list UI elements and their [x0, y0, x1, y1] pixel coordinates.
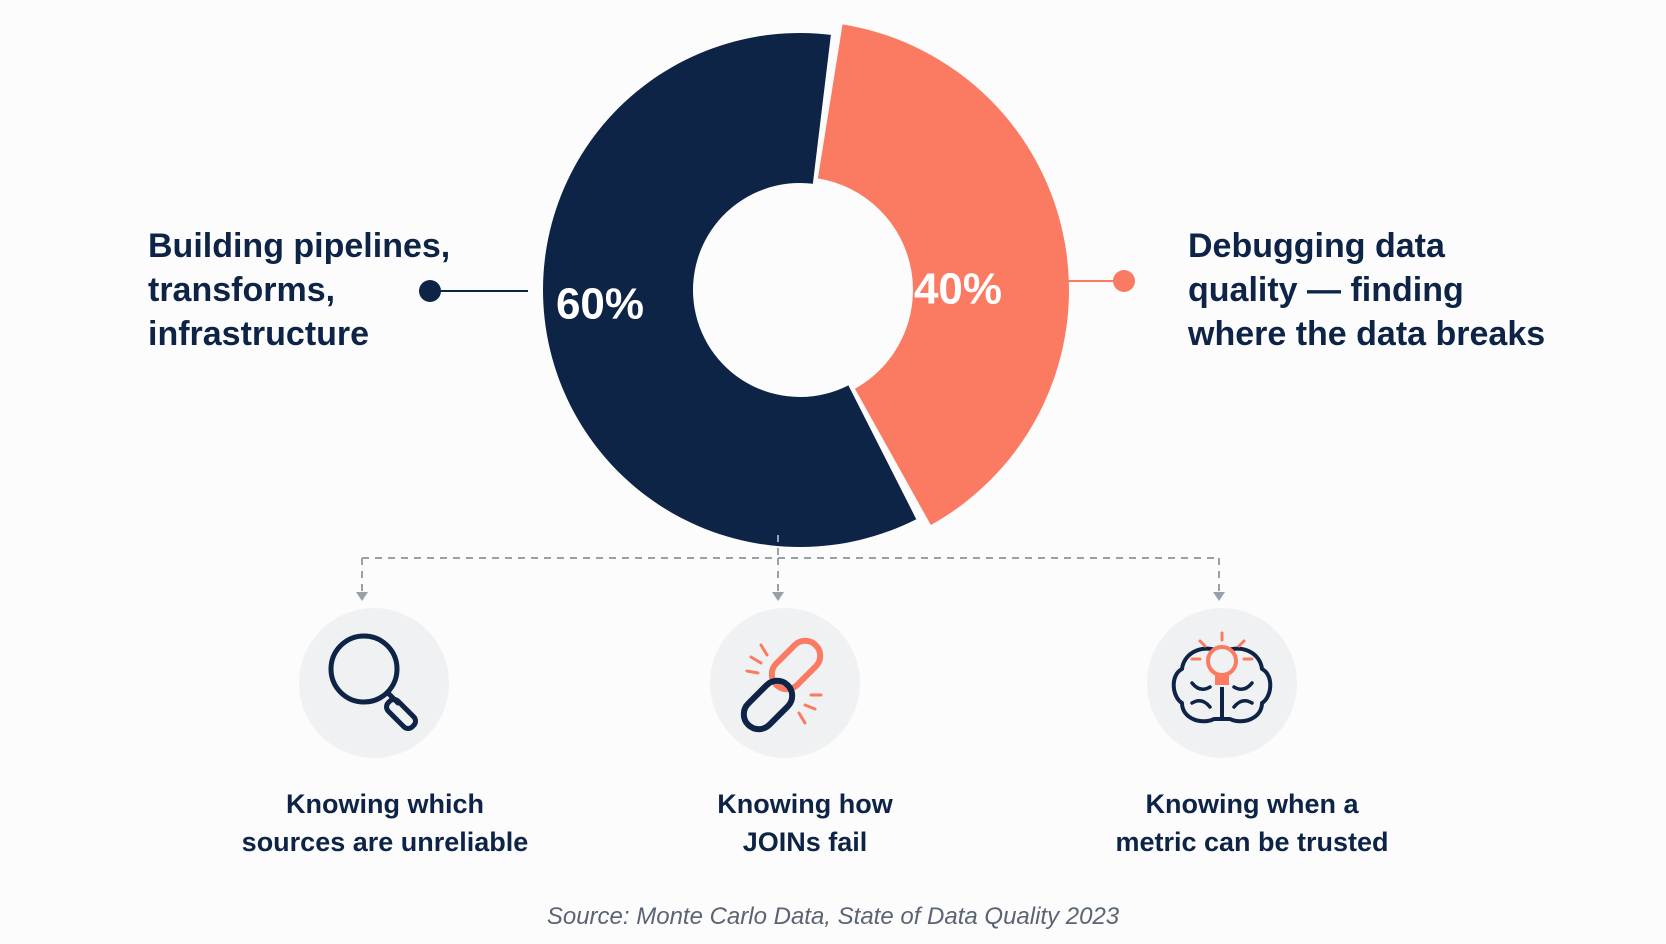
caption-line: Knowing when a	[1145, 789, 1359, 819]
slice-label-building: Building pipelines, transforms, infrastr…	[148, 224, 450, 356]
magnifying-glass-icon	[299, 608, 449, 758]
caption-line: Knowing how	[717, 789, 893, 819]
broken-chain-link-icon	[710, 608, 860, 758]
breakdown-caption-joins: Knowing how JOINs fail	[615, 785, 995, 861]
source-note: Source: Monte Carlo Data, State of Data …	[546, 903, 1120, 930]
slice-label-line: quality — finding	[1188, 271, 1464, 309]
slice-label-line: transforms,	[148, 271, 336, 309]
slice-label-line: Debugging data	[1188, 227, 1445, 265]
leader-dot-building	[419, 280, 441, 302]
slice-building	[543, 33, 917, 547]
breakdown-connectors	[356, 535, 1225, 601]
breakdown-caption-metrics: Knowing when a metric can be trusted	[1062, 785, 1442, 861]
caption-line: Knowing which	[286, 789, 484, 819]
caption-line: metric can be trusted	[1115, 827, 1389, 857]
caption-line: JOINs fail	[742, 827, 868, 857]
value-label-40: 40%	[914, 265, 1002, 314]
slice-label-line: infrastructure	[148, 315, 370, 353]
brain-lightbulb-icon	[1147, 608, 1297, 758]
caption-line: sources are unreliable	[241, 827, 529, 857]
slice-debugging	[817, 24, 1069, 526]
slice-label-debugging: Debugging data quality — finding where t…	[1188, 224, 1545, 356]
breakdown-caption-sources: Knowing which sources are unreliable	[195, 785, 575, 861]
slice-label-line: where the data breaks	[1188, 315, 1546, 353]
leader-dot-debugging	[1113, 270, 1135, 292]
value-label-60: 60%	[556, 280, 644, 329]
slice-label-line: Building pipelines,	[148, 227, 451, 265]
